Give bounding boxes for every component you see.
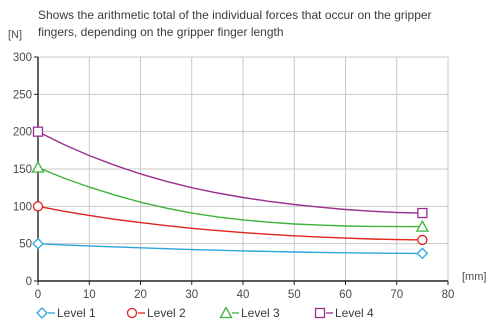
legend-marker-level-1 [36, 307, 48, 319]
data-point-level-2-end [417, 234, 428, 246]
x-tick-label: 60 [339, 289, 352, 301]
x-tick-label: 10 [83, 289, 96, 301]
legend-label-level-2: Level 2 [147, 306, 186, 320]
data-point-level-4-start [32, 126, 44, 137]
y-tick-label: 0 [26, 276, 32, 288]
x-tick-label: 40 [237, 289, 250, 301]
x-tick-label: 30 [185, 289, 198, 301]
legend: Level 1 Level 2 Level 3 Level 4 [36, 306, 374, 320]
y-tick-label: 150 [13, 164, 32, 176]
data-point-level-1-start [32, 237, 44, 250]
y-tick-label: 300 [13, 52, 32, 64]
legend-label-level-1: Level 1 [57, 306, 96, 320]
x-tick-label: 20 [134, 289, 147, 301]
legend-label-level-3: Level 3 [241, 306, 280, 320]
chart-title-line-2: fingers, depending on the gripper finger… [38, 25, 284, 39]
series-group [31, 126, 429, 260]
legend-marker-level-2 [126, 307, 138, 319]
x-tick-label: 50 [288, 289, 301, 301]
y-axis-label: [N] [8, 29, 22, 41]
data-point-level-3-start [31, 160, 45, 173]
y-tick-label: 50 [19, 239, 32, 251]
x-tick-label: 80 [442, 289, 455, 301]
x-tick-label: 0 [35, 289, 41, 301]
series-line-level-4 [37, 131, 423, 214]
y-tick-label: 250 [13, 89, 32, 101]
data-point-level-2-start [32, 201, 44, 212]
data-point-level-1-end [416, 247, 429, 260]
legend-marker-level-4 [314, 307, 326, 319]
chart-title-line-1: Shows the arithmetic total of the indivi… [38, 8, 432, 22]
series-line-level-3 [37, 166, 423, 228]
legend-marker-level-3 [219, 306, 233, 319]
y-tick-label: 100 [13, 201, 32, 213]
y-tick-label: 200 [13, 127, 32, 139]
series-line-level-2 [37, 205, 423, 241]
series-line-level-1 [37, 243, 423, 255]
x-axis-label: [mm] [462, 271, 486, 283]
tick-labels: 0 50 100 150 200 250 300 0 10 20 30 40 50 60 70 80 [13, 52, 455, 301]
legend-label-level-4: Level 4 [335, 306, 374, 320]
grid [38, 56, 449, 281]
data-point-level-3-end [415, 219, 429, 232]
data-point-level-4-end [417, 207, 428, 219]
x-tick-label: 70 [390, 289, 403, 301]
